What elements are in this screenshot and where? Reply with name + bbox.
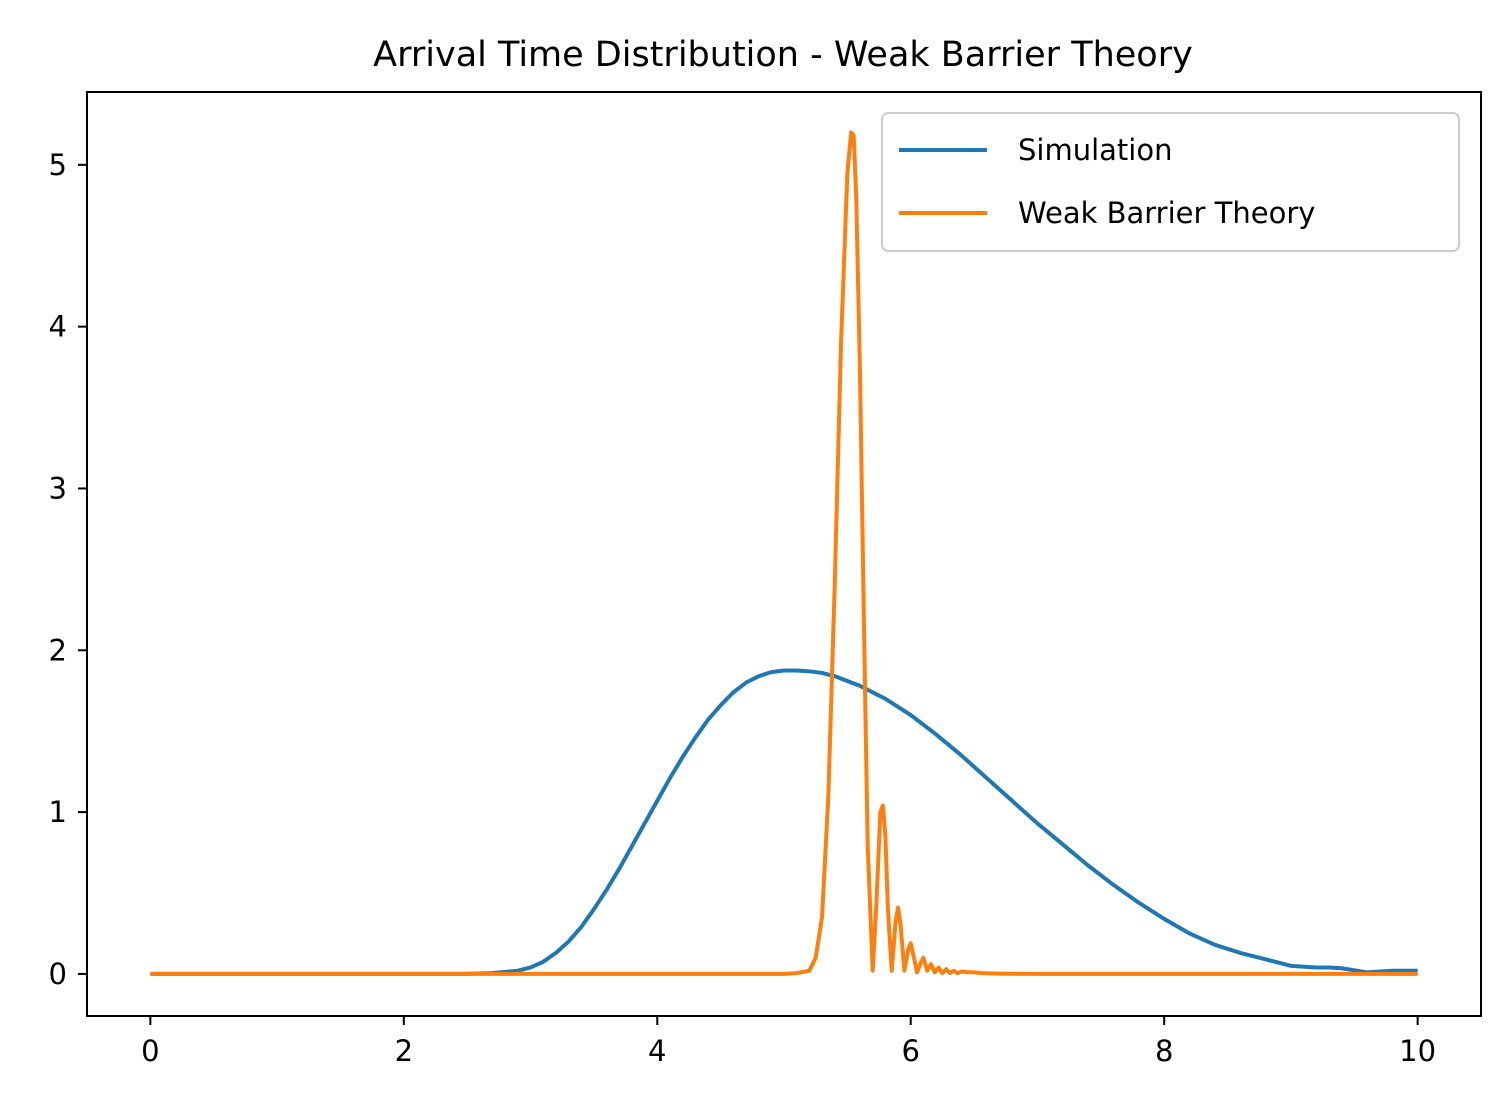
- y-tick-label: 0: [49, 957, 67, 991]
- legend-box: [881, 112, 1460, 252]
- chart-title: Arrival Time Distribution - Weak Barrier…: [373, 35, 1193, 75]
- x-tick-label: 4: [648, 1034, 666, 1068]
- series-line-weak-barrier-theory: [150, 130, 1418, 976]
- legend: Simulation Weak Barrier Theory: [881, 112, 1460, 252]
- x-tick-label: 0: [141, 1034, 159, 1068]
- x-tick-label: 8: [1155, 1034, 1173, 1068]
- legend-label-simulation: Simulation: [1018, 133, 1172, 167]
- y-axis: 0 1 2 3 4 5: [49, 148, 87, 991]
- y-tick-label: 1: [49, 795, 67, 829]
- y-tick-label: 5: [49, 148, 67, 182]
- x-axis: 0 2 4 6 8 10: [141, 1016, 1436, 1068]
- y-tick-label: 3: [49, 471, 67, 505]
- legend-label-weak-barrier-theory: Weak Barrier Theory: [1018, 196, 1315, 230]
- y-tick-label: 4: [49, 310, 67, 344]
- series-layer: [150, 130, 1418, 976]
- x-tick-label: 2: [395, 1034, 413, 1068]
- x-tick-label: 10: [1399, 1034, 1436, 1068]
- series-line-simulation: [150, 668, 1418, 976]
- x-tick-label: 6: [902, 1034, 920, 1068]
- y-tick-label: 2: [49, 633, 67, 667]
- plot-frame: [86, 91, 1482, 1017]
